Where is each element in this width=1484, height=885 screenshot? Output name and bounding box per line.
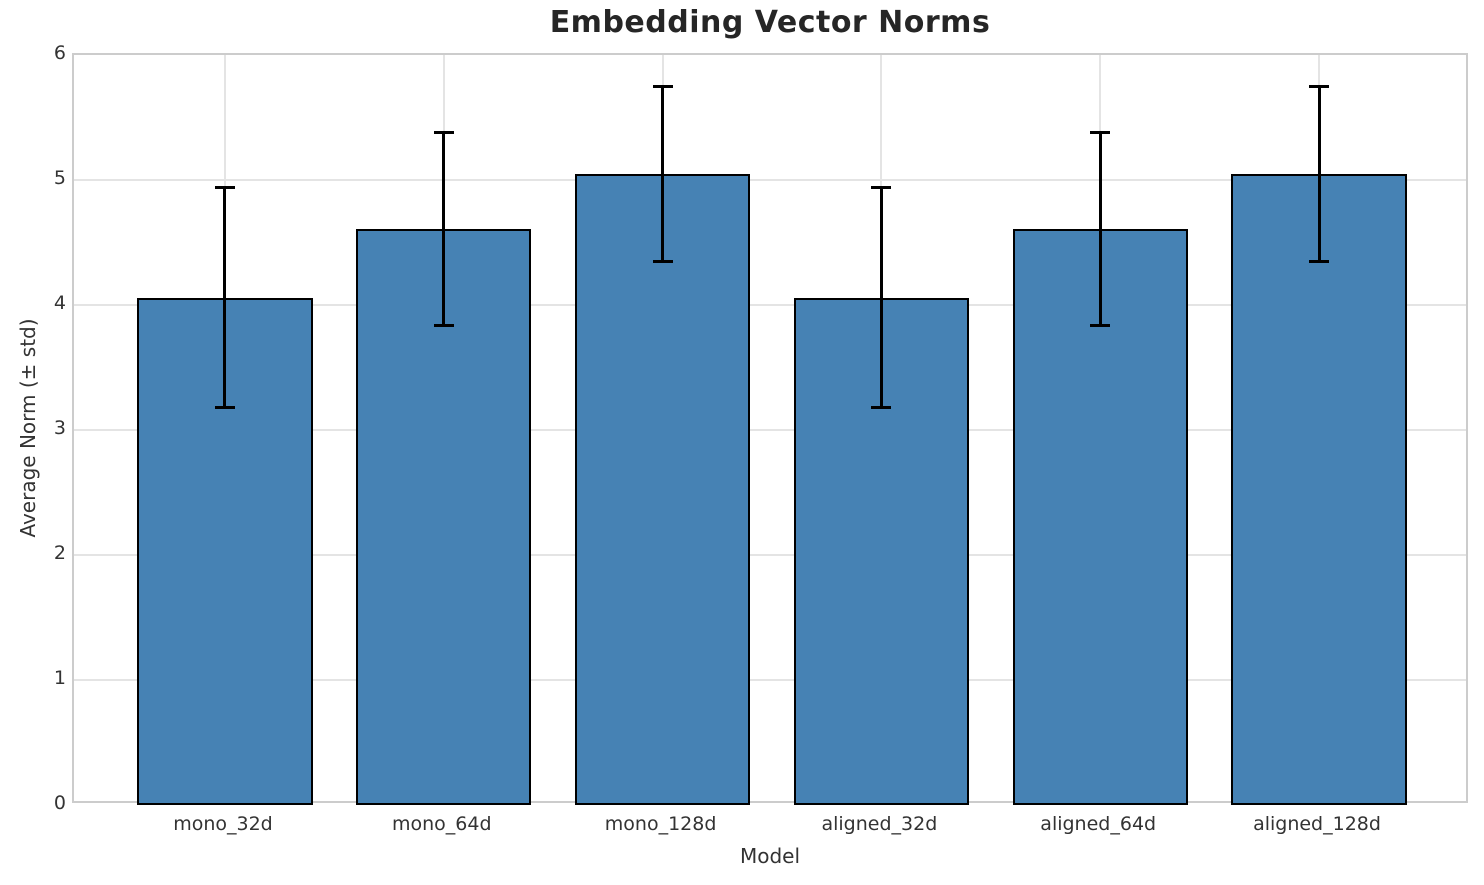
y-axis-label: Average Norm (± std) [16,318,40,538]
y-tick-label: 4 [53,292,66,314]
x-tick-label: mono_32d [173,813,273,835]
error-bar-line-aligned_32d [879,187,883,408]
h-gridline [74,429,1466,431]
error-bar-cap-top-aligned_32d [871,186,892,189]
error-bar-cap-top-aligned_128d [1309,84,1330,88]
error-bar-line-mono_64d [442,132,446,325]
x-tick-label: aligned_32d [821,813,938,835]
x-tick-label: mono_64d [392,813,492,835]
y-tick-label: 0 [53,792,66,814]
error-bar-line-mono_32d [223,187,227,408]
error-bar-cap-bottom-mono_64d [433,323,454,327]
bar-mono_128d [575,173,751,805]
error-bar-cap-top-mono_32d [214,186,235,189]
error-bar-cap-top-mono_64d [433,131,454,134]
x-tick-label: mono_128d [604,813,717,835]
h-gridline [74,179,1466,181]
x-axis-label: Model [739,844,801,868]
error-bar-line-aligned_128d [1317,86,1321,262]
h-gridline [74,304,1466,306]
y-tick-label: 1 [53,667,66,689]
chart-title: Embedding Vector Norms [549,5,991,40]
error-bar-line-mono_128d [661,86,665,262]
error-bar-cap-top-mono_128d [652,84,673,88]
h-gridline [74,554,1466,556]
error-bar-cap-bottom-aligned_32d [871,406,892,409]
error-bar-cap-bottom-aligned_128d [1309,259,1330,263]
bar-aligned_128d [1231,173,1407,805]
error-bar-cap-bottom-mono_128d [652,259,673,263]
error-bar-cap-bottom-aligned_64d [1090,323,1111,327]
y-tick-label: 5 [53,167,66,189]
error-bar-cap-top-aligned_64d [1090,131,1111,134]
x-tick-label: aligned_64d [1040,813,1157,835]
plot-area [72,53,1468,805]
error-bar-cap-bottom-mono_32d [214,406,235,409]
error-bar-line-aligned_64d [1098,132,1102,325]
h-gridline [74,679,1466,681]
x-tick-label: aligned_128d [1253,813,1381,835]
y-tick-label: 2 [53,542,66,564]
y-tick-label: 3 [53,417,66,439]
y-tick-label: 6 [53,42,66,64]
